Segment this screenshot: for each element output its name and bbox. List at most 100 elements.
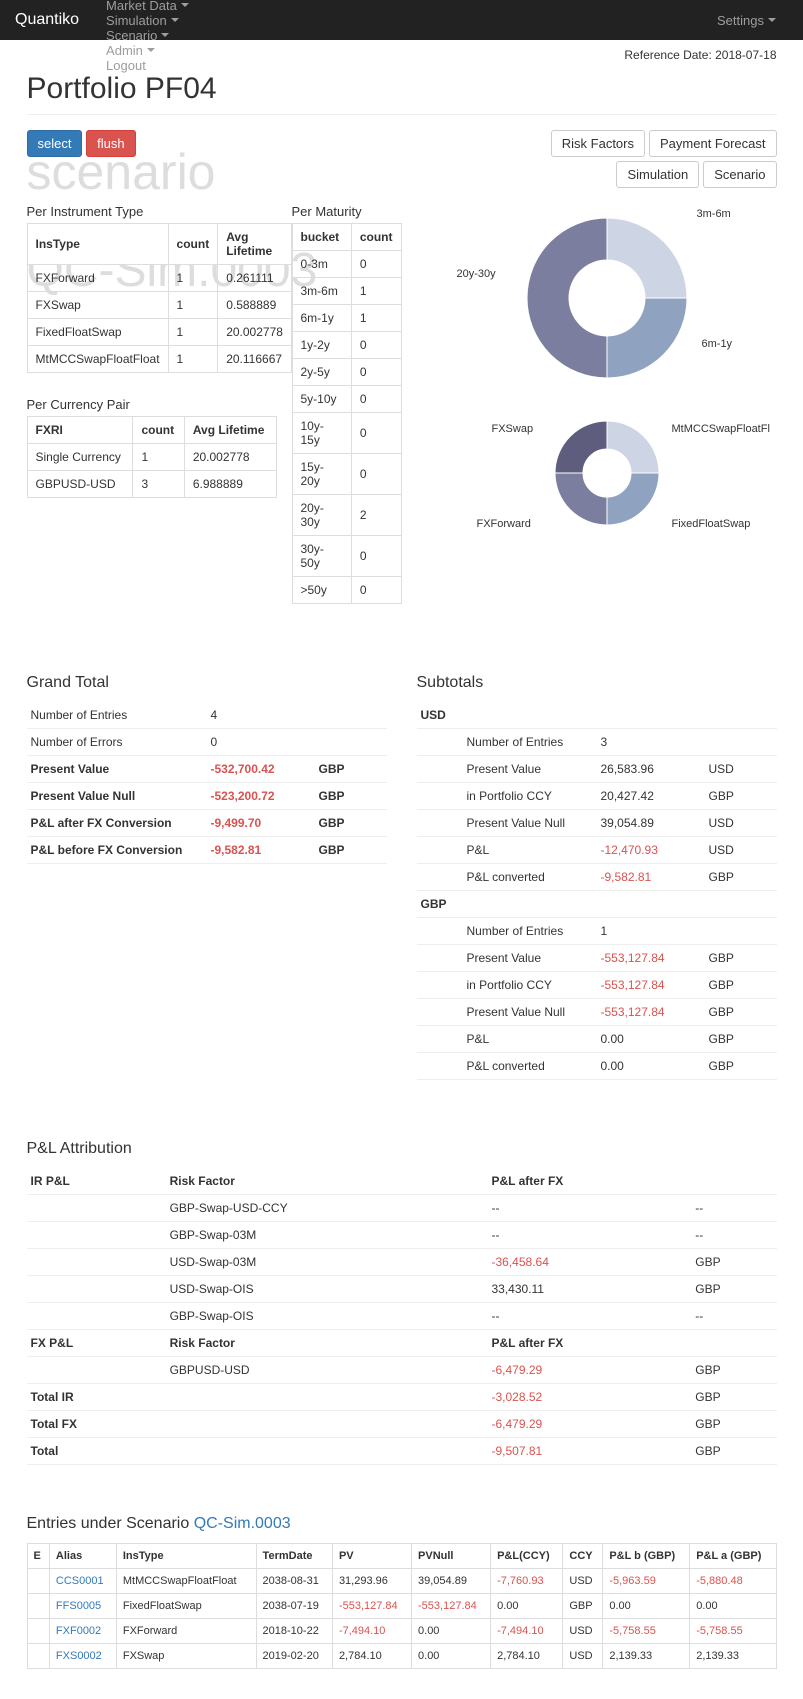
- col-header: bucket: [292, 224, 351, 251]
- col-header: CCY: [563, 1544, 603, 1569]
- select-button[interactable]: select: [27, 130, 83, 157]
- entry-row: FFS0005FixedFloatSwap2038-07-19-553,127.…: [27, 1594, 776, 1619]
- col-header: PV: [332, 1544, 411, 1569]
- col-header: InsType: [27, 224, 168, 265]
- kv-row: Number of Entries4: [27, 702, 387, 729]
- simulation-button[interactable]: Simulation: [616, 161, 699, 188]
- page-title: Portfolio PF04: [27, 72, 777, 115]
- kv-row: Present Value Null39,054.89USD: [417, 810, 777, 837]
- kv-row: P&L converted0.00GBP: [417, 1053, 777, 1080]
- per-maturity-table: bucketcount0-3m03m-6m16m-1y11y-2y02y-5y0…: [292, 223, 402, 604]
- chart-label: 3m-6m: [697, 208, 731, 220]
- subtotals-table: USDNumber of Entries3Present Value26,583…: [417, 702, 777, 1080]
- table-row: 15y-20y0: [292, 454, 401, 495]
- chart-label: FXForward: [477, 518, 531, 530]
- per-maturity-title: Per Maturity: [292, 204, 402, 219]
- grand-total-title: Grand Total: [27, 674, 387, 692]
- table-row: FixedFloatSwap120.002778: [27, 319, 291, 346]
- reference-date: Reference Date: 2018-07-18: [27, 48, 777, 62]
- caret-icon: [171, 18, 179, 22]
- kv-row: Number of Entries3: [417, 729, 777, 756]
- subtotal-group: USD: [417, 702, 777, 729]
- entry-row: FXF0002FXForward2018-10-22-7,494.100.00-…: [27, 1619, 776, 1644]
- caret-icon: [181, 3, 189, 7]
- per-currency-table: FXRIcountAvg LifetimeSingle Currency120.…: [27, 416, 277, 498]
- col-header: TermDate: [256, 1544, 332, 1569]
- scenario-button[interactable]: Scenario: [703, 161, 776, 188]
- kv-row: P&L converted-9,582.81GBP: [417, 864, 777, 891]
- kv-row: in Portfolio CCY-553,127.84GBP: [417, 972, 777, 999]
- payment-forecast-button[interactable]: Payment Forecast: [649, 130, 777, 157]
- brand[interactable]: Quantiko: [15, 11, 79, 29]
- col-header: E: [27, 1544, 49, 1569]
- kv-row: P&L0.00GBP: [417, 1026, 777, 1053]
- entry-alias-link[interactable]: FXF0002: [49, 1619, 116, 1644]
- subtotals-title: Subtotals: [417, 674, 777, 692]
- attribution-title: P&L Attribution: [27, 1140, 777, 1158]
- caret-icon: [161, 33, 169, 37]
- attr-row: GBP-Swap-USD-CCY----: [27, 1195, 777, 1222]
- donut-slice: [607, 421, 659, 473]
- attr-row: GBP-Swap-OIS----: [27, 1303, 777, 1330]
- col-header: count: [168, 224, 218, 265]
- chart-label: FixedFloatSwap: [672, 518, 751, 530]
- kv-row: Number of Entries1: [417, 918, 777, 945]
- col-header: PVNull: [412, 1544, 491, 1569]
- kv-row: in Portfolio CCY20,427.42GBP: [417, 783, 777, 810]
- attr-row: USD-Swap-OIS33,430.11GBP: [27, 1276, 777, 1303]
- nav-item-simulation[interactable]: Simulation: [94, 13, 201, 28]
- navbar: Quantiko HomePortfolio Market Data Simul…: [0, 0, 803, 40]
- attr-row: USD-Swap-03M-36,458.64GBP: [27, 1249, 777, 1276]
- kv-row: Present Value-532,700.42GBP: [27, 756, 387, 783]
- entry-row: CCS0001MtMCCSwapFloatFloat2038-08-3131,2…: [27, 1569, 776, 1594]
- col-header: P&L b (GBP): [603, 1544, 690, 1569]
- table-row: 6m-1y1: [292, 305, 401, 332]
- nav-item-scenario[interactable]: Scenario: [94, 28, 201, 43]
- chart-label: 6m-1y: [702, 338, 733, 350]
- kv-row: Present Value Null-523,200.72GBP: [27, 783, 387, 810]
- kv-row: Number of Errors0: [27, 729, 387, 756]
- table-row: 2y-5y0: [292, 359, 401, 386]
- attr-total-row: Total-9,507.81GBP: [27, 1438, 777, 1465]
- table-row: >50y0: [292, 577, 401, 604]
- col-header: count: [133, 417, 184, 444]
- donut-slice: [607, 473, 659, 525]
- donut-slice: [555, 473, 607, 525]
- subtotal-group: GBP: [417, 891, 777, 918]
- entries-table: EAliasInsTypeTermDatePVPVNullP&L(CCY)CCY…: [27, 1543, 777, 1669]
- table-row: GBPUSD-USD36.988889: [27, 471, 276, 498]
- entry-alias-link[interactable]: FXS0002: [49, 1644, 116, 1669]
- table-row: Single Currency120.002778: [27, 444, 276, 471]
- donut-slice: [607, 218, 687, 298]
- flush-button[interactable]: flush: [86, 130, 135, 157]
- attribution-table: IR P&LRisk FactorP&L after FXGBP-Swap-US…: [27, 1168, 777, 1465]
- table-row: 5y-10y0: [292, 386, 401, 413]
- table-row: 1y-2y0: [292, 332, 401, 359]
- kv-row: P&L after FX Conversion-9,499.70GBP: [27, 810, 387, 837]
- chart-label: MtMCCSwapFloatFl: [672, 423, 770, 435]
- risk-factors-button[interactable]: Risk Factors: [551, 130, 645, 157]
- table-row: 0-3m0: [292, 251, 401, 278]
- kv-row: Present Value-553,127.84GBP: [417, 945, 777, 972]
- chart-label: 20y-30y: [457, 268, 496, 280]
- entry-alias-link[interactable]: CCS0001: [49, 1569, 116, 1594]
- table-row: 3m-6m1: [292, 278, 401, 305]
- per-instrument-title: Per Instrument Type: [27, 204, 277, 219]
- nav-settings[interactable]: Settings: [705, 13, 788, 28]
- per-currency-title: Per Currency Pair: [27, 397, 277, 412]
- donut-slice: [607, 298, 687, 378]
- per-instrument-table: InsTypecountAvg LifetimeFXForward10.2611…: [27, 223, 292, 373]
- table-row: MtMCCSwapFloatFloat120.116667: [27, 346, 291, 373]
- col-header: Avg Lifetime: [218, 224, 292, 265]
- attr-total-row: Total FX-6,479.29GBP: [27, 1411, 777, 1438]
- entries-title: Entries under Scenario QC-Sim.0003: [27, 1515, 777, 1533]
- table-row: 10y-15y0: [292, 413, 401, 454]
- table-row: 30y-50y0: [292, 536, 401, 577]
- donut-slice: [527, 218, 607, 378]
- col-header: P&L(CCY): [491, 1544, 563, 1569]
- nav-item-market-data[interactable]: Market Data: [94, 0, 201, 13]
- kv-row: Present Value26,583.96USD: [417, 756, 777, 783]
- scenario-link[interactable]: QC-Sim.0003: [194, 1515, 291, 1532]
- entry-alias-link[interactable]: FFS0005: [49, 1594, 116, 1619]
- col-header: count: [351, 224, 401, 251]
